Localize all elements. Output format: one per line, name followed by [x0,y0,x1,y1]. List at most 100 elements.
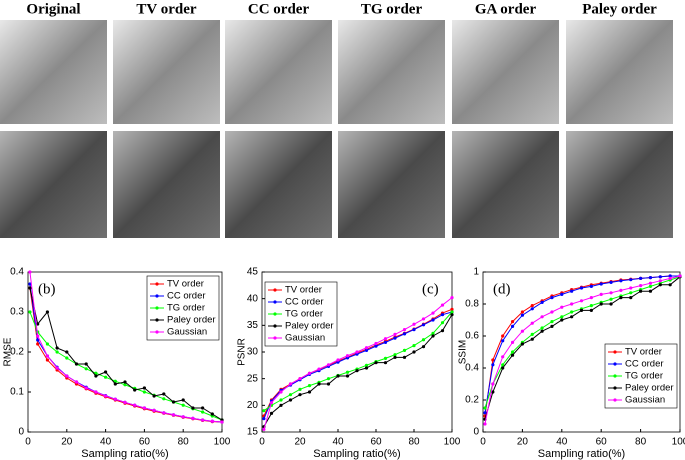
series-point [431,334,435,338]
series-point [520,310,525,314]
series-point [336,374,340,378]
series-point [560,305,564,309]
series-point [55,350,59,354]
series-point [94,371,98,375]
series-point [307,371,312,375]
series-point [45,310,50,314]
series-point [501,334,505,338]
series-point [298,377,302,381]
series-point [648,289,653,293]
series-point [440,329,445,333]
series-point [374,361,378,365]
y-tick-label: 40 [247,293,259,304]
y-axis-label: RMSE [3,337,14,366]
image-row2 [225,131,332,238]
legend-label: CC order [167,291,206,302]
legend-marker [613,374,617,378]
series-point [501,355,505,359]
series-point [210,412,214,416]
x-tick-label: 20 [517,437,529,448]
series-point [191,416,195,420]
x-axis-label: Sampling ratio(%) [81,448,168,460]
column-title: GA order [475,1,537,17]
legend-label: TV order [285,285,322,296]
column-title: CC order [248,1,310,17]
series-point [421,323,426,327]
panel-label: (c) [422,281,439,297]
series-point [619,288,623,292]
series-point [510,324,515,328]
series-point [210,419,214,423]
series-point [142,406,146,410]
image-row2 [452,131,559,238]
series-point [393,353,397,357]
series-point [619,296,623,300]
legend-marker [273,288,277,292]
series-point [629,286,633,290]
series-point [629,291,633,295]
y-tick-label: 45 [247,267,259,278]
legend-label: TG order [167,303,205,314]
column-title: Paley order [582,1,657,17]
series-point [658,275,662,279]
series-point [94,374,98,378]
series-point [639,276,643,280]
series-point [364,346,369,350]
series-point [589,296,593,300]
series-point [171,413,176,417]
series-point [171,400,176,404]
series-point [133,403,137,407]
series-point [191,406,195,410]
series-point [28,310,32,314]
x-tick-label: 60 [370,437,382,448]
legend-label: TV order [625,347,662,358]
y-tick-label: 25 [247,373,259,384]
y-tick-label: 35 [247,320,259,331]
series-point [491,358,495,362]
series-point [36,334,40,338]
y-tick-label: 15 [247,427,259,438]
series-point [307,390,312,394]
x-tick-label: 40 [100,437,112,448]
series-point [142,390,146,394]
series-point [152,394,156,398]
series-point [364,366,369,370]
series-point [113,382,117,386]
series-point [326,377,331,381]
series-point [510,340,515,344]
y-tick-label: 0.1 [10,387,24,398]
image-row2 [113,131,220,238]
series-point [402,348,407,352]
x-tick-label: 60 [139,437,151,448]
series-point [201,406,205,410]
series-point [412,322,416,326]
series-point [36,322,40,326]
series-point [220,420,224,424]
series-point [36,342,40,346]
y-tick-label: 0 [18,427,24,438]
legend-label: Paley order [167,315,216,326]
legend-marker [273,324,277,328]
series-point [483,406,487,410]
series-point [570,315,574,319]
series-point [579,308,584,312]
series-point [501,366,505,370]
x-tick-label: 60 [596,437,608,448]
series-point [288,393,293,397]
series-point [491,363,495,367]
series-point [440,321,445,325]
series-point [355,350,359,354]
series-point [440,313,445,317]
legend-marker [613,350,617,354]
series-point [540,326,544,330]
series-point [45,354,50,358]
legend-marker [613,386,617,390]
series-point [629,296,633,300]
series-point [181,398,185,402]
series-point [668,274,672,278]
series-point [336,358,340,362]
series-point [491,382,495,386]
series-point [450,313,454,317]
series-point [36,338,40,342]
